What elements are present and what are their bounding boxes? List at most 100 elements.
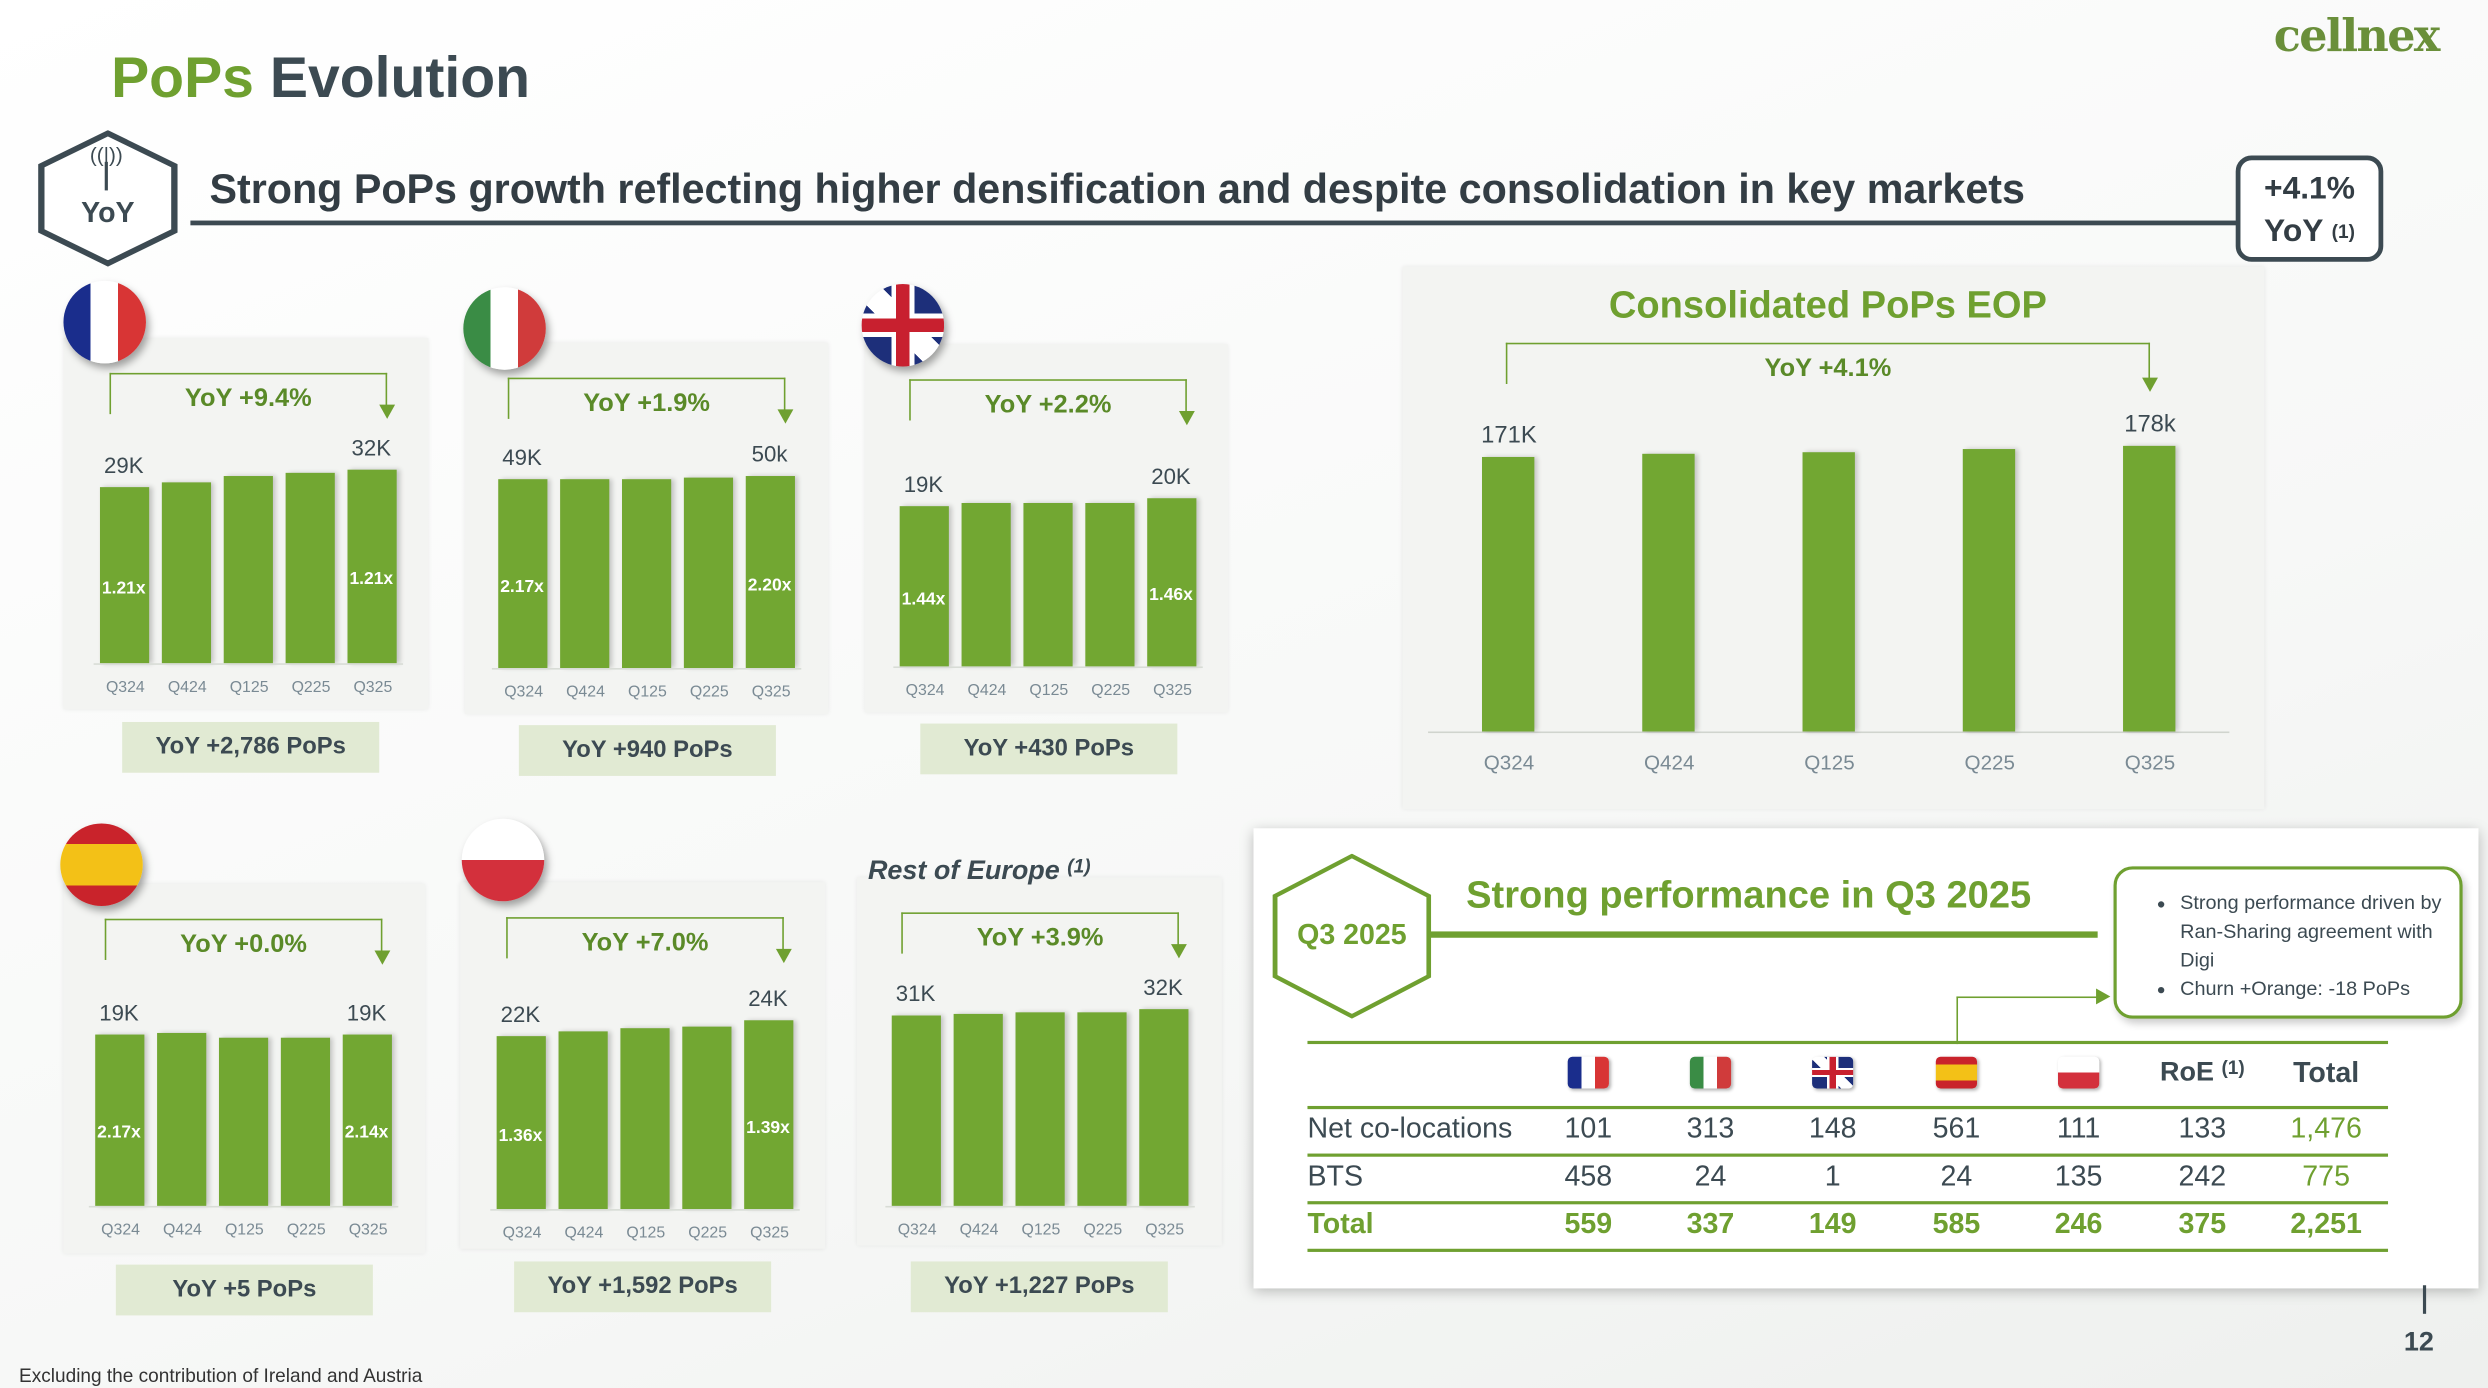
bar-q125: [621, 478, 672, 668]
multiplier-label: 1.21x: [101, 578, 146, 598]
x-tick-label: Q324: [105, 679, 145, 697]
multiplier-label: 2.20x: [747, 575, 792, 595]
consolidated-title: Consolidated PoPs EOP: [1608, 284, 2047, 327]
page-number: 12: [2403, 1326, 2434, 1357]
bar-q324: [899, 506, 949, 667]
x-tick-label: Q325: [750, 1224, 789, 1243]
table-cell: 559: [1564, 1207, 1613, 1240]
x-tick-label: Q125: [626, 1224, 666, 1243]
x-tick-label: Q325: [353, 679, 393, 697]
bar-q125: [1023, 502, 1073, 667]
x-tick-label: Q225: [286, 1221, 326, 1240]
callout-arrow-icon: [2096, 988, 2111, 1005]
bar-q225: [683, 477, 734, 668]
title-note: (1): [1067, 855, 1091, 878]
x-tick-label: Q225: [1964, 750, 2015, 775]
baseline: [893, 666, 1203, 669]
it-flag-icon: [463, 287, 546, 370]
axis-line: [1428, 731, 2230, 734]
bar-q424: [953, 1014, 1003, 1206]
baseline: [93, 663, 404, 665]
bar-q125: [1015, 1012, 1065, 1206]
yoy-bracket: [1505, 342, 2151, 384]
bar-q125: [620, 1028, 670, 1210]
multiplier-label: 1.44x: [901, 589, 946, 609]
multiplier-label: 1.21x: [349, 570, 394, 590]
table-rule: [1307, 1153, 2389, 1157]
x-tick-label: Q225: [688, 1224, 728, 1243]
es-flag-icon: [1935, 1056, 1978, 1089]
table-cell: 2,251: [2290, 1207, 2362, 1240]
callout-item: Strong performance driven by Ran-Sharing…: [2180, 889, 2443, 975]
pl-flag-icon: [461, 818, 545, 902]
bar-q324: [496, 1036, 546, 1210]
page-title: PoPs Evolution: [111, 44, 531, 110]
multiplier-label: 2.17x: [97, 1123, 141, 1143]
table-cell: 458: [1564, 1159, 1613, 1192]
value-label: 22K: [500, 1001, 541, 1027]
table-cell: 135: [2054, 1159, 2103, 1192]
yoy-label: YoY +4.1%: [1764, 355, 1892, 383]
table-cell: 148: [1808, 1112, 1857, 1145]
x-tick-label: Q324: [101, 1221, 141, 1240]
callout-box: Strong performance driven by Ran-Sharing…: [2113, 866, 2463, 1019]
arrow-down-icon: [1178, 410, 1195, 426]
x-tick-label: Q125: [229, 679, 269, 697]
yoy-label: YoY +9.4%: [184, 385, 312, 413]
yoy-bracket: [104, 918, 383, 960]
multiplier-label: 2.17x: [500, 577, 544, 597]
q3-title: Strong performance in Q3 2025: [1466, 874, 2032, 918]
x-tick-label: Q424: [1644, 750, 1695, 775]
table-rule: [1307, 1040, 2389, 1045]
multiplier-label: 1.39x: [746, 1118, 790, 1138]
table-cell: 246: [2054, 1207, 2103, 1240]
bar-q225: [280, 1037, 331, 1206]
value-label: 31K: [895, 980, 936, 1006]
fr-flag-icon: [1567, 1056, 1609, 1089]
column-header-roe: RoE (1): [2160, 1056, 2245, 1087]
table-rule: [1307, 1248, 2389, 1252]
baseline: [88, 1205, 399, 1208]
x-tick-label: Q125: [224, 1221, 264, 1240]
value-label: 19K: [99, 999, 139, 1026]
x-tick-label: Q424: [967, 682, 1007, 700]
yoy-bracket: [506, 917, 784, 959]
bar-q125: [218, 1037, 269, 1206]
arrow-down-icon: [777, 409, 794, 424]
yoy-bracket: [109, 372, 388, 415]
baseline: [490, 1209, 800, 1211]
row-label: Net co-locations: [1307, 1112, 1513, 1145]
q3-hex-label: Q3 2025: [1297, 918, 1407, 951]
table-cell: 133: [2178, 1112, 2227, 1145]
antenna-mast: [104, 161, 108, 191]
x-tick-label: Q424: [163, 1221, 202, 1240]
bar-q424: [961, 503, 1011, 667]
callout-connector-h: [1956, 996, 2100, 999]
x-tick-label: Q125: [1029, 682, 1069, 700]
bar-q424: [1642, 454, 1695, 732]
baseline: [491, 668, 802, 670]
arrow-down-icon: [1171, 944, 1187, 959]
antenna-icon: ((|)): [89, 142, 123, 167]
arrow-down-icon: [379, 404, 396, 419]
x-tick-label: Q324: [502, 1224, 542, 1243]
yoy-hex-label: YoY: [81, 196, 135, 229]
bar-q424: [157, 1033, 207, 1206]
row-label: BTS: [1307, 1159, 1364, 1192]
row-label: Total: [1307, 1207, 1374, 1240]
callout-item: Churn +Orange: -18 PoPs: [2180, 974, 2443, 1003]
value-label: 32K: [351, 434, 392, 460]
table-cell: 561: [1932, 1112, 1981, 1145]
bar-q324: [1482, 457, 1535, 732]
bar-q424: [161, 482, 212, 664]
bar-q325: [342, 1034, 392, 1206]
x-tick-label: Q424: [959, 1221, 999, 1240]
yoy-label: YoY +0.0%: [180, 931, 307, 959]
value-label: 29K: [103, 452, 144, 479]
x-tick-label: Q325: [2124, 750, 2176, 775]
x-tick-label: Q324: [1483, 750, 1535, 775]
it-flag-icon: [1689, 1056, 1732, 1089]
column-header-total: Total: [2293, 1056, 2360, 1089]
bar-q225: [1077, 1011, 1127, 1206]
